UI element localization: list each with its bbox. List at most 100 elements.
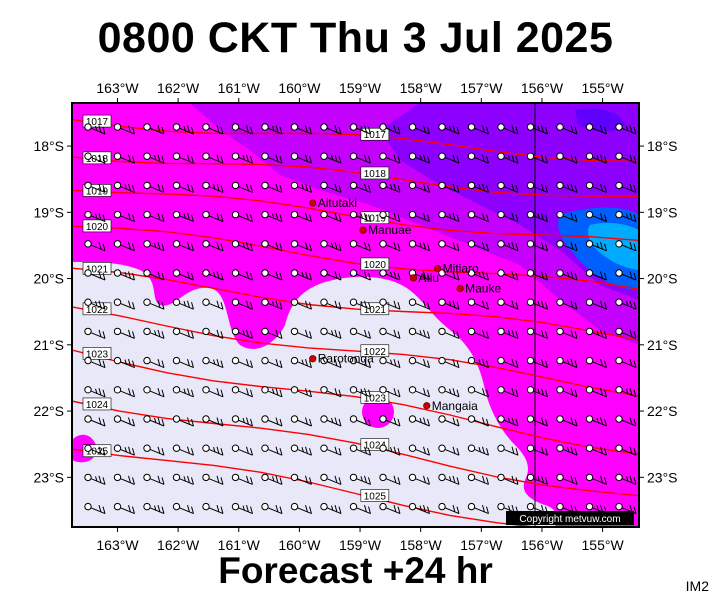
wind-barb xyxy=(84,444,106,456)
isobar-label: 1020 xyxy=(82,219,112,233)
wind-barb xyxy=(113,386,135,398)
wind-barb xyxy=(231,502,253,515)
wind-barb xyxy=(172,415,194,427)
wind-barb xyxy=(379,152,401,164)
wind-barb xyxy=(290,181,312,193)
isobar-line xyxy=(72,118,639,163)
wind-barb xyxy=(467,473,489,485)
wind-barb xyxy=(526,327,548,339)
wind-barb xyxy=(408,181,430,193)
lat-label-right: 21°S xyxy=(647,337,678,353)
wind-barb xyxy=(261,269,283,281)
lat-label-left: 23°S xyxy=(33,469,64,485)
wind-barb xyxy=(143,269,165,281)
wind-barb xyxy=(172,473,194,485)
wind-barb xyxy=(202,502,224,515)
wind-barb xyxy=(231,473,253,485)
wind-barb xyxy=(585,269,607,281)
wind-barb xyxy=(615,269,637,281)
wind-barb xyxy=(202,152,224,164)
wind-barb xyxy=(615,210,637,223)
wind-barb xyxy=(585,415,607,427)
wind-barb xyxy=(231,240,253,252)
wind-barb xyxy=(320,444,342,456)
isobar-line xyxy=(72,225,639,290)
wind-barb xyxy=(113,327,135,339)
wind-barb xyxy=(84,415,106,427)
lat-label-left: 22°S xyxy=(33,403,64,419)
wind-barb xyxy=(585,298,607,310)
wind-barb xyxy=(526,181,548,193)
wind-barb xyxy=(349,210,371,223)
wind-barb xyxy=(379,386,401,398)
wind-barb xyxy=(467,240,489,252)
wind-barb xyxy=(290,473,312,485)
lon-label-top: 158°W xyxy=(400,80,443,96)
wind-barb xyxy=(320,269,342,281)
wind-barb xyxy=(349,123,371,135)
svg-text:1018: 1018 xyxy=(364,169,387,180)
wind-barb xyxy=(556,386,578,398)
image-badge: IM2 xyxy=(685,578,709,594)
wind-barb xyxy=(261,502,283,515)
wind-barb xyxy=(526,298,548,310)
wind-barb xyxy=(349,502,371,515)
wind-barb xyxy=(320,210,342,223)
place-marker: Atiu xyxy=(409,271,439,285)
wind-barb xyxy=(320,152,342,164)
wind-barb xyxy=(438,386,460,398)
place-label: Mangaia xyxy=(432,399,478,413)
place-label: Mitiaro xyxy=(443,262,479,276)
isobar-label: 1021 xyxy=(360,302,390,316)
wind-barb xyxy=(261,123,283,135)
lon-label-top: 157°W xyxy=(460,80,503,96)
wind-barb xyxy=(172,327,194,339)
wind-barb xyxy=(113,502,135,515)
wind-barb xyxy=(84,269,106,281)
wind-barb xyxy=(526,123,548,135)
place-label: Rarotonga xyxy=(318,352,374,366)
wind-barb xyxy=(349,152,371,164)
wind-barb xyxy=(526,269,548,281)
wind-barb xyxy=(467,327,489,339)
wind-barb xyxy=(408,502,430,515)
wind-barb xyxy=(408,444,430,456)
wind-barb xyxy=(585,181,607,193)
wind-barb xyxy=(615,181,637,193)
wind-barb xyxy=(290,240,312,252)
svg-text:1021: 1021 xyxy=(364,305,387,316)
isobar-label: 1024 xyxy=(82,397,112,411)
place-label: Mauke xyxy=(465,282,501,296)
wind-barb xyxy=(467,356,489,369)
wind-barb xyxy=(585,210,607,223)
svg-text:1022: 1022 xyxy=(86,305,109,316)
svg-text:1017: 1017 xyxy=(86,117,109,128)
wind-barb xyxy=(143,356,165,369)
wind-barb xyxy=(349,473,371,485)
wind-barb xyxy=(615,240,637,252)
wind-barb xyxy=(349,386,371,398)
wind-barb xyxy=(113,152,135,164)
lon-label-top: 159°W xyxy=(339,80,382,96)
wind-barb xyxy=(290,444,312,456)
wind-barb xyxy=(202,327,224,339)
wind-barb xyxy=(143,123,165,135)
wind-barb xyxy=(231,210,253,223)
wind-barb xyxy=(143,298,165,310)
place-label: Aitutaki xyxy=(318,196,357,210)
wind-barb xyxy=(320,327,342,339)
lon-label-top: 155°W xyxy=(582,80,625,96)
wind-barb xyxy=(84,386,106,398)
wind-barb xyxy=(585,444,607,456)
isobar-label: 1018 xyxy=(360,166,390,180)
lat-label-right: 19°S xyxy=(647,204,678,220)
wind-barb xyxy=(615,473,637,485)
wind-barb xyxy=(585,386,607,398)
wind-barb xyxy=(379,356,401,369)
wind-barb xyxy=(113,444,135,456)
svg-text:1018: 1018 xyxy=(86,154,109,165)
lon-label-top: 156°W xyxy=(521,80,564,96)
svg-text:1024: 1024 xyxy=(364,441,387,452)
wind-barb xyxy=(438,181,460,193)
wind-barb xyxy=(408,356,430,369)
